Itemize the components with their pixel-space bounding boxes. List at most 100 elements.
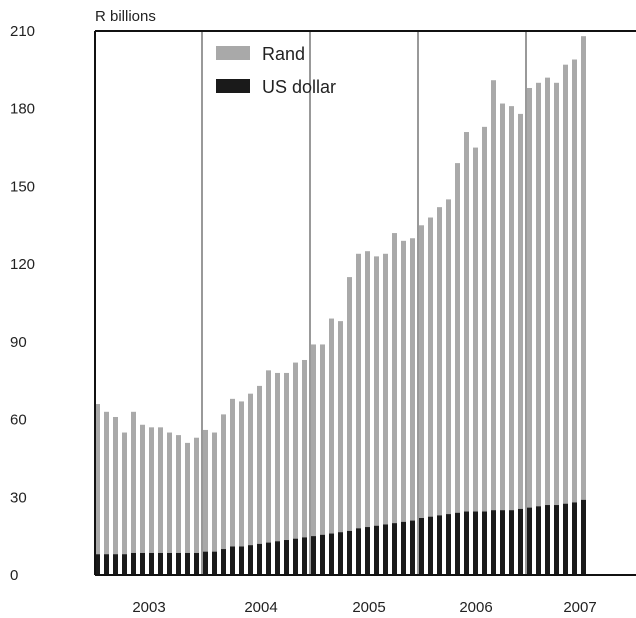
usd-bar bbox=[113, 554, 118, 575]
usd-bar bbox=[374, 525, 379, 575]
usd-bar bbox=[392, 523, 397, 575]
usd-bar bbox=[122, 554, 127, 575]
usd-bar bbox=[158, 552, 163, 575]
legend-swatch-usd bbox=[216, 79, 250, 93]
usd-bar bbox=[563, 503, 568, 575]
y-tick-label: 30 bbox=[10, 489, 27, 506]
year-labels: 2003 2004 2005 2006 2007 bbox=[132, 599, 596, 616]
rand-bar bbox=[347, 277, 352, 575]
usd-bar bbox=[572, 502, 577, 575]
usd-bar bbox=[428, 516, 433, 575]
rand-bar bbox=[374, 256, 379, 575]
usd-bar bbox=[482, 511, 487, 575]
rand-bar bbox=[410, 238, 415, 575]
rand-bar bbox=[257, 385, 262, 575]
rand-bar bbox=[491, 80, 496, 575]
usd-bar bbox=[194, 552, 199, 575]
usd-bar bbox=[545, 505, 550, 575]
rand-bar bbox=[329, 318, 334, 575]
rand-bar bbox=[95, 404, 100, 575]
rand-bar bbox=[167, 432, 172, 575]
rand-bar bbox=[140, 424, 145, 575]
bars-group bbox=[95, 36, 586, 576]
legend-swatch-rand bbox=[216, 46, 250, 60]
axes-group bbox=[94, 30, 636, 576]
rand-bar bbox=[113, 416, 118, 575]
usd-bar bbox=[185, 552, 190, 575]
usd-bar bbox=[275, 541, 280, 575]
usd-bar bbox=[554, 505, 559, 575]
y-tick-label: 60 bbox=[10, 412, 27, 429]
y-tick-label: 90 bbox=[10, 334, 27, 351]
usd-bar bbox=[320, 534, 325, 575]
usd-bar bbox=[518, 508, 523, 575]
usd-bar bbox=[212, 551, 217, 575]
rand-bar bbox=[194, 437, 199, 575]
usd-bar bbox=[347, 530, 352, 575]
legend-label-usd: US dollar bbox=[262, 77, 336, 97]
usd-bar bbox=[509, 510, 514, 575]
rand-bar bbox=[131, 411, 136, 575]
rand-bar bbox=[284, 372, 289, 575]
y-tick-labels: 0 30 60 90 120 150 180 210 bbox=[10, 23, 35, 584]
year-label: 2005 bbox=[352, 599, 385, 616]
usd-bar bbox=[446, 514, 451, 575]
usd-bar bbox=[491, 510, 496, 575]
rand-bar bbox=[500, 103, 505, 576]
rand-bar bbox=[581, 36, 586, 575]
rand-bar bbox=[572, 59, 577, 575]
usd-bar bbox=[131, 552, 136, 575]
rand-bar bbox=[149, 427, 154, 575]
rand-bar bbox=[473, 147, 478, 576]
usd-bar bbox=[356, 528, 361, 575]
rand-bar bbox=[392, 233, 397, 576]
rand-bar bbox=[338, 321, 343, 575]
legend: Rand US dollar bbox=[216, 44, 336, 97]
rand-bar bbox=[554, 82, 559, 576]
rand-bar bbox=[383, 253, 388, 575]
rand-bar bbox=[311, 344, 316, 575]
rand-bar bbox=[509, 106, 514, 575]
rand-bar bbox=[419, 225, 424, 576]
year-label: 2004 bbox=[244, 599, 277, 616]
y-tick-label: 150 bbox=[10, 178, 35, 195]
rand-bar bbox=[275, 372, 280, 575]
rand-bar bbox=[212, 432, 217, 575]
usd-bar bbox=[257, 543, 262, 575]
rand-bar bbox=[158, 427, 163, 575]
y-axis-unit-label: R billions bbox=[95, 8, 156, 25]
usd-bar bbox=[176, 552, 181, 575]
rand-bar bbox=[527, 87, 532, 575]
usd-bar bbox=[221, 549, 226, 575]
usd-bar bbox=[329, 533, 334, 575]
rand-bar bbox=[248, 393, 253, 575]
usd-bar bbox=[302, 537, 307, 575]
rand-bar bbox=[176, 435, 181, 575]
rand-bar bbox=[230, 398, 235, 575]
y-tick-label: 210 bbox=[10, 23, 35, 40]
usd-bar bbox=[140, 552, 145, 575]
usd-bar bbox=[581, 499, 586, 575]
rand-bar bbox=[320, 344, 325, 575]
usd-bar bbox=[284, 540, 289, 575]
usd-bar bbox=[365, 527, 370, 575]
usd-bar bbox=[455, 512, 460, 575]
year-label: 2003 bbox=[132, 599, 165, 616]
usd-bar bbox=[230, 546, 235, 575]
rand-bar bbox=[464, 132, 469, 575]
usd-bar bbox=[149, 552, 154, 575]
usd-bar bbox=[239, 546, 244, 575]
rand-bar bbox=[518, 113, 523, 576]
usd-bar bbox=[464, 511, 469, 575]
rand-bar bbox=[185, 442, 190, 575]
rand-bar bbox=[446, 199, 451, 575]
usd-bar bbox=[437, 515, 442, 575]
usd-bar bbox=[527, 507, 532, 575]
usd-bar bbox=[338, 532, 343, 575]
year-separators bbox=[201, 31, 527, 575]
usd-bar bbox=[500, 510, 505, 575]
rand-bar bbox=[122, 432, 127, 575]
rand-bar bbox=[239, 401, 244, 575]
